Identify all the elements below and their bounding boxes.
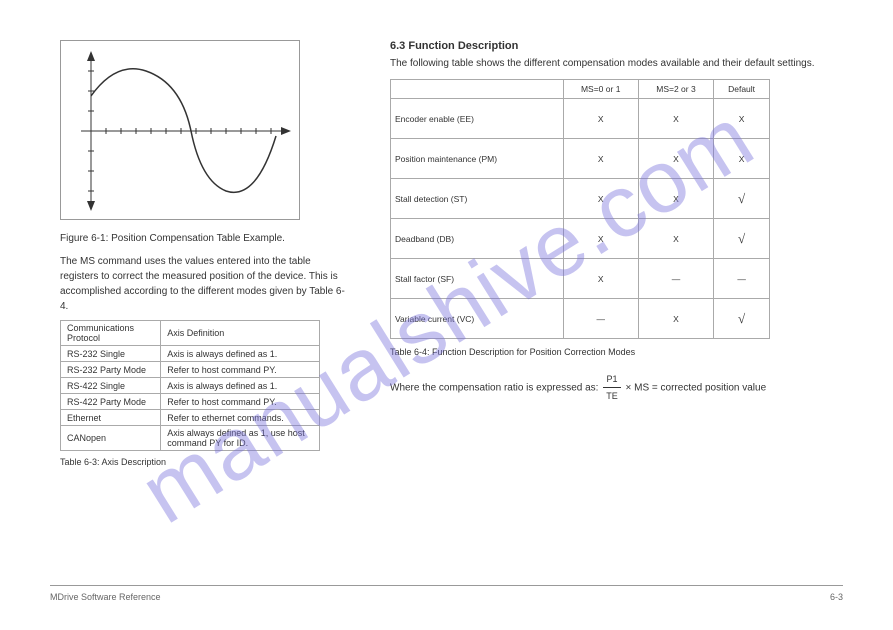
table-cell: Position maintenance (PM) (391, 139, 564, 179)
section-heading: 6.3 Function Description (390, 40, 843, 52)
table-cell: X (638, 299, 713, 339)
table-cell: CANopen (61, 426, 161, 451)
col-header: MS=2 or 3 (638, 80, 713, 99)
table-cell: Stall detection (ST) (391, 179, 564, 219)
table-cell: Axis always defined as 1, use host comma… (161, 426, 320, 451)
table-cell: √ (714, 299, 770, 339)
equation-block: Where the compensation ratio is expresse… (390, 371, 843, 404)
table-cell: X (638, 219, 713, 259)
table-cell: Axis is always defined as 1. (161, 346, 320, 362)
table-cell: X (563, 219, 638, 259)
table-cell: X (563, 139, 638, 179)
table-cell: X (563, 179, 638, 219)
col-header: Communications Protocol (61, 321, 161, 346)
figure-caption: Figure 6-1: Position Compensation Table … (60, 232, 350, 246)
table-cell: — (563, 299, 638, 339)
table-cell: Refer to host command PY. (161, 394, 320, 410)
footer-right: 6-3 (830, 592, 843, 602)
table-cell: Stall factor (SF) (391, 259, 564, 299)
function-table: MS=0 or 1 MS=2 or 3 Default Encoder enab… (390, 79, 770, 339)
table-cell: √ (714, 219, 770, 259)
col-header (391, 80, 564, 99)
section-lead: The following table shows the different … (390, 56, 843, 71)
table-cell: √ (714, 179, 770, 219)
col-header: Axis Definition (161, 321, 320, 346)
table-caption: Table 6-4: Function Description for Posi… (390, 347, 843, 357)
sine-chart (60, 40, 300, 220)
footer-left: MDrive Software Reference (50, 592, 161, 602)
table-cell: X (638, 139, 713, 179)
table-cell: Refer to host command PY. (161, 362, 320, 378)
table-cell: Ethernet (61, 410, 161, 426)
table-cell: X (563, 99, 638, 139)
table-cell: RS-232 Single (61, 346, 161, 362)
table-caption: Table 6-3: Axis Description (60, 457, 350, 467)
table-cell: X (638, 99, 713, 139)
table-cell: Variable current (VC) (391, 299, 564, 339)
table-cell: RS-232 Party Mode (61, 362, 161, 378)
table-cell: X (714, 139, 770, 179)
table-cell: Refer to ethernet commands. (161, 410, 320, 426)
table-cell: — (638, 259, 713, 299)
table-cell: X (638, 179, 713, 219)
table-cell: X (714, 99, 770, 139)
protocol-table: Communications Protocol Axis Definition … (60, 320, 320, 451)
col-header: MS=0 or 1 (563, 80, 638, 99)
table-cell: Deadband (DB) (391, 219, 564, 259)
table-cell: Encoder enable (EE) (391, 99, 564, 139)
left-para: The MS command uses the values entered i… (60, 254, 350, 314)
table-cell: — (714, 259, 770, 299)
table-cell: RS-422 Single (61, 378, 161, 394)
table-cell: RS-422 Party Mode (61, 394, 161, 410)
table-cell: X (563, 259, 638, 299)
col-header: Default (714, 80, 770, 99)
table-cell: Axis is always defined as 1. (161, 378, 320, 394)
